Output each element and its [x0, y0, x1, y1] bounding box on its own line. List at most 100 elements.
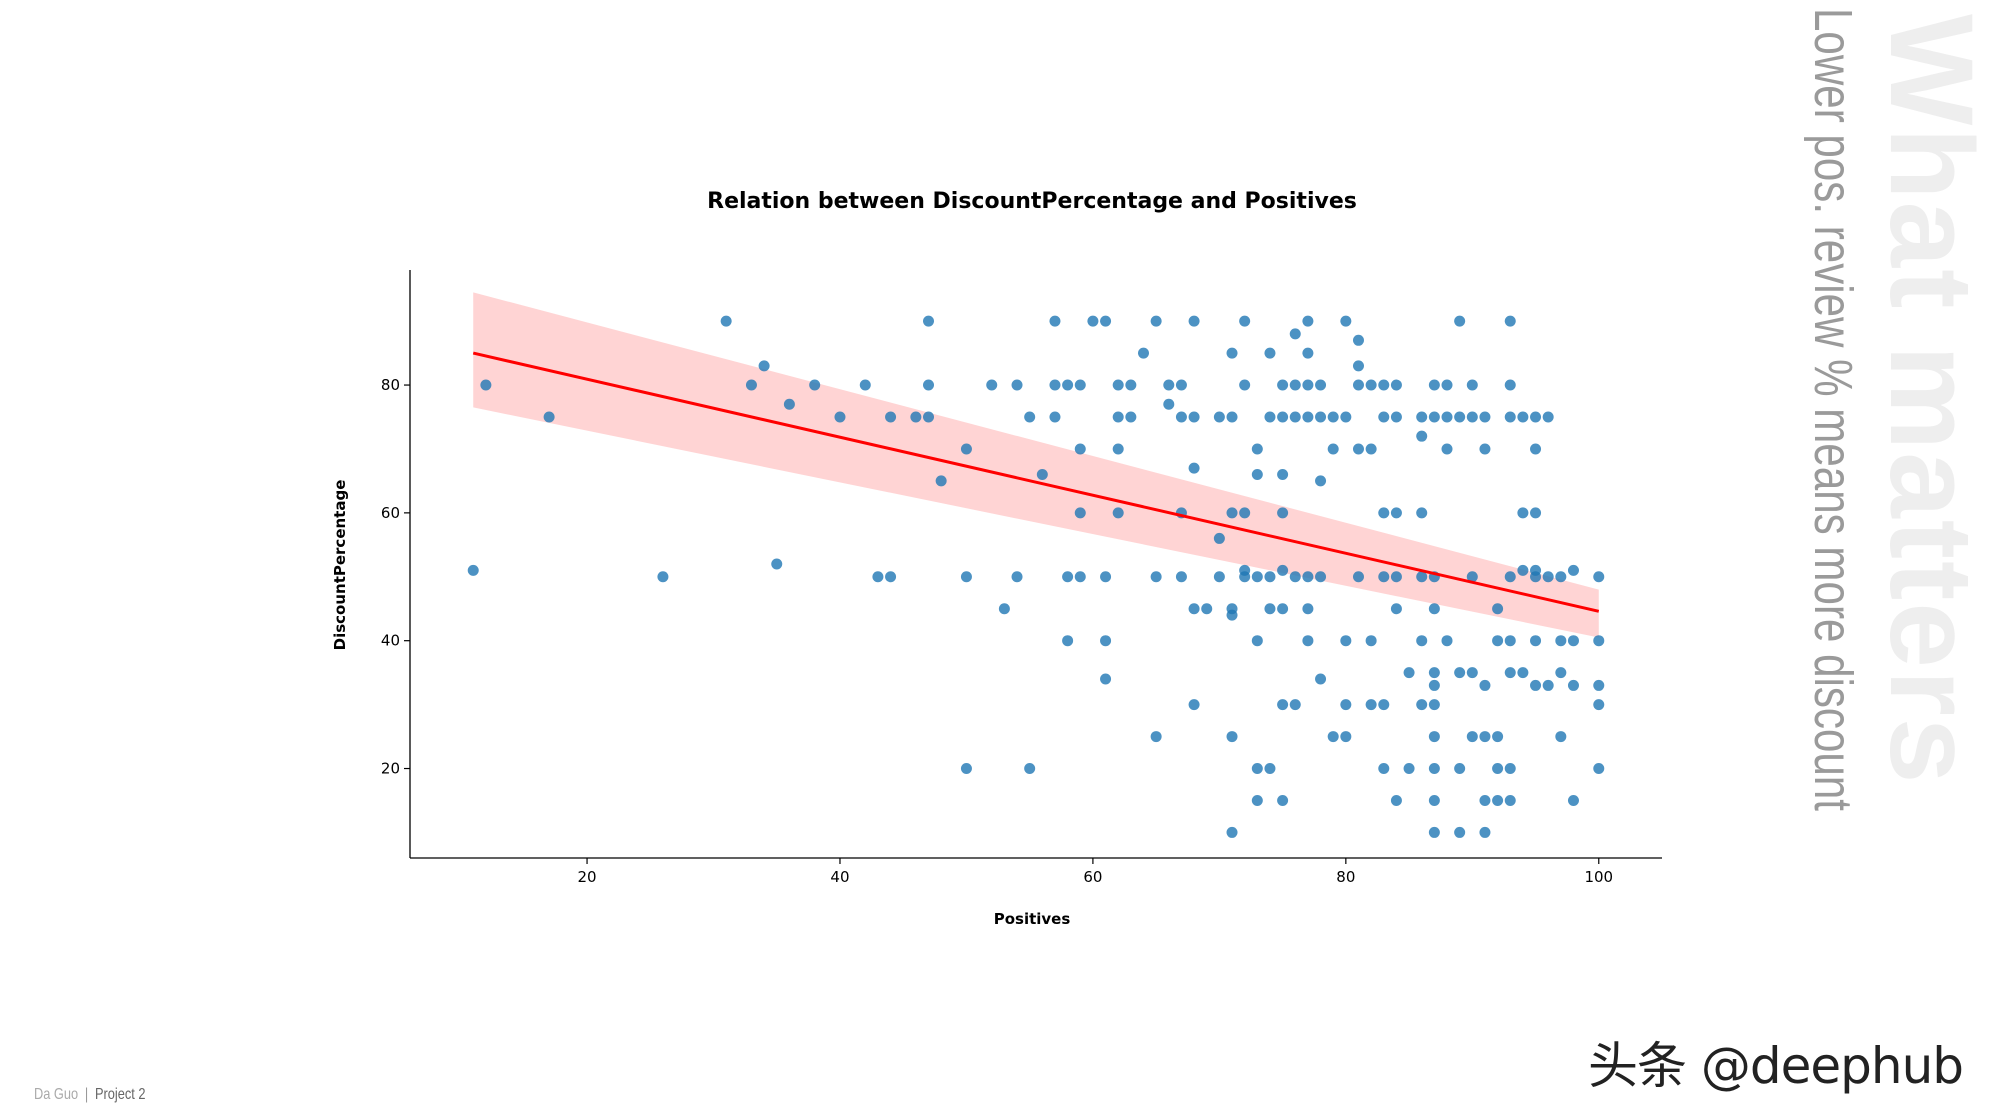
data-point	[1100, 673, 1112, 685]
data-point	[1289, 328, 1301, 340]
data-point	[1264, 411, 1276, 423]
data-point	[1302, 635, 1314, 647]
data-point	[1530, 679, 1542, 691]
data-point	[1530, 411, 1542, 423]
data-point	[1188, 699, 1200, 711]
data-point	[1352, 334, 1364, 346]
data-point	[1530, 443, 1542, 455]
data-point	[1365, 635, 1377, 647]
regression-line	[472, 351, 1600, 613]
data-point	[1428, 679, 1440, 691]
data-point	[1441, 411, 1453, 423]
data-point	[1137, 347, 1149, 359]
x-axis-label: Positives	[994, 910, 1071, 928]
data-point	[1150, 731, 1162, 743]
data-point	[859, 379, 871, 391]
data-point	[1416, 430, 1428, 442]
data-point	[1049, 315, 1061, 327]
data-point	[1352, 379, 1364, 391]
data-point	[1555, 635, 1567, 647]
footer-separator: |	[84, 1086, 89, 1103]
data-point	[1365, 443, 1377, 455]
footer: Da Guo | Project 2	[34, 1086, 145, 1104]
data-point	[1302, 315, 1314, 327]
data-point	[1062, 571, 1074, 583]
data-point	[1390, 794, 1402, 806]
data-point	[1315, 411, 1327, 423]
data-point	[1352, 571, 1364, 583]
data-point	[1428, 794, 1440, 806]
data-point	[1302, 411, 1314, 423]
data-point	[1327, 731, 1339, 743]
data-point	[1062, 379, 1074, 391]
data-point	[1213, 532, 1225, 544]
data-point	[1593, 571, 1605, 583]
data-point	[1593, 699, 1605, 711]
data-point	[1239, 315, 1251, 327]
y-axis-label: DiscountPercentage	[331, 480, 349, 651]
data-point	[1466, 571, 1478, 583]
data-point	[1454, 667, 1466, 679]
data-point	[1074, 379, 1086, 391]
data-point	[885, 411, 897, 423]
data-point	[1517, 564, 1529, 576]
data-point	[1479, 679, 1491, 691]
data-point	[1074, 571, 1086, 583]
data-point	[1378, 379, 1390, 391]
data-point	[1302, 571, 1314, 583]
data-point	[543, 411, 555, 423]
data-point	[1454, 763, 1466, 775]
data-point	[1264, 763, 1276, 775]
data-point	[1264, 603, 1276, 615]
x-tick-label: 100	[1584, 868, 1613, 886]
data-point	[1100, 315, 1112, 327]
x-tick-label: 40	[830, 868, 849, 886]
data-point	[1277, 699, 1289, 711]
data-point	[1390, 507, 1402, 519]
data-point	[1289, 699, 1301, 711]
data-point	[1530, 571, 1542, 583]
data-point	[1441, 379, 1453, 391]
data-point	[1593, 635, 1605, 647]
footer-project: Project 2	[94, 1086, 146, 1103]
data-point	[1049, 379, 1061, 391]
data-point	[1188, 603, 1200, 615]
data-point	[1277, 379, 1289, 391]
data-point	[1378, 699, 1390, 711]
data-point	[1315, 571, 1327, 583]
data-point	[1175, 379, 1187, 391]
data-point	[1555, 571, 1567, 583]
data-point	[885, 571, 897, 583]
data-point	[1175, 571, 1187, 583]
data-point	[1504, 794, 1516, 806]
data-point	[1213, 411, 1225, 423]
x-tick-label: 60	[1083, 868, 1102, 886]
data-point	[771, 558, 783, 570]
data-point	[1264, 571, 1276, 583]
confidence-band	[473, 292, 1599, 638]
data-point	[1188, 462, 1200, 474]
data-point	[1593, 679, 1605, 691]
side-title: What matters	[1865, 14, 1997, 786]
data-point	[1302, 347, 1314, 359]
data-point	[1378, 763, 1390, 775]
data-point	[657, 571, 669, 583]
data-point	[960, 571, 972, 583]
data-point	[1466, 379, 1478, 391]
data-point	[1239, 507, 1251, 519]
data-point	[1327, 411, 1339, 423]
data-point	[1454, 411, 1466, 423]
data-point	[1390, 411, 1402, 423]
data-point	[1340, 635, 1352, 647]
data-point	[1062, 635, 1074, 647]
data-point	[758, 360, 770, 372]
data-point	[1479, 826, 1491, 838]
data-point	[1024, 763, 1036, 775]
data-point	[1403, 763, 1415, 775]
data-point	[1466, 731, 1478, 743]
data-point	[1378, 507, 1390, 519]
data-point	[1504, 763, 1516, 775]
y-tick-label: 80	[381, 376, 400, 394]
data-point	[1277, 564, 1289, 576]
data-point	[1466, 411, 1478, 423]
